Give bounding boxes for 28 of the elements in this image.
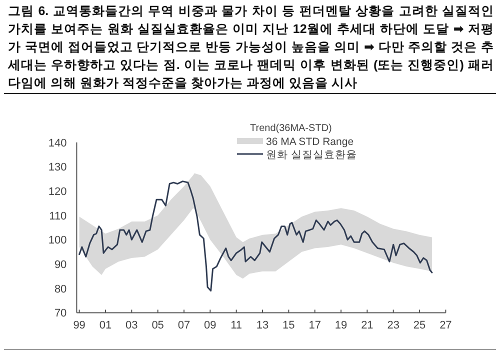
x-tick-label: 23 xyxy=(387,320,400,332)
x-tick-label: 15 xyxy=(282,320,295,332)
x-tick-label: 13 xyxy=(256,320,269,332)
y-tick-label: 130 xyxy=(48,162,67,174)
y-tick-label: 100 xyxy=(48,234,67,247)
legend-label: 원화 실질실효환율 xyxy=(266,149,357,161)
y-tick-label: 80 xyxy=(54,283,67,296)
x-tick-label: 11 xyxy=(230,320,242,332)
x-tick-label: 27 xyxy=(440,320,452,332)
y-tick-label: 70 xyxy=(54,308,67,320)
x-tick-label: 99 xyxy=(73,320,86,332)
y-tick-label: 120 xyxy=(48,186,67,198)
legend-label: 36 MA STD Range xyxy=(266,136,354,148)
line-series xyxy=(78,180,433,292)
y-tick-label: 140 xyxy=(48,137,67,150)
y-tick-label: 90 xyxy=(54,259,67,272)
x-tick-label: 05 xyxy=(152,320,164,332)
x-tick-label: 21 xyxy=(361,320,374,332)
chart-title: 그림 6. 교역통화들간의 무역 비중과 물가 차이 등 펀더멘탈 상황을 고려한 실질적인 가치를 보여주는 원화 실질실효환율은 이미 지난 12월에 추세대 하단에 도달 ➡ 저평가 국면에 접어들었고 단기적으로 반등 가능성이 높음을 의미 ➡ 다만 주의할 것은 추세대는 우하향하고 있다는 점. 이는 코로나 팬데믹 이후 변화된 (또는 진행중인) 패러다임에 의해 원화가 적정수준을 찾아가는 과정에 있음을 시사 xyxy=(8,3,494,92)
legend-title: Trend(36MA-STD) xyxy=(250,123,332,134)
y-tick-label: 110 xyxy=(49,210,67,222)
x-tick-label: 01 xyxy=(99,320,112,332)
x-tick-label: 17 xyxy=(308,320,321,332)
x-tick-label: 09 xyxy=(204,320,216,332)
x-tick-label: 25 xyxy=(413,320,426,332)
x-tick-label: 19 xyxy=(334,320,348,332)
x-tick-label: 03 xyxy=(126,320,138,332)
x-tick-label: 07 xyxy=(178,320,190,332)
